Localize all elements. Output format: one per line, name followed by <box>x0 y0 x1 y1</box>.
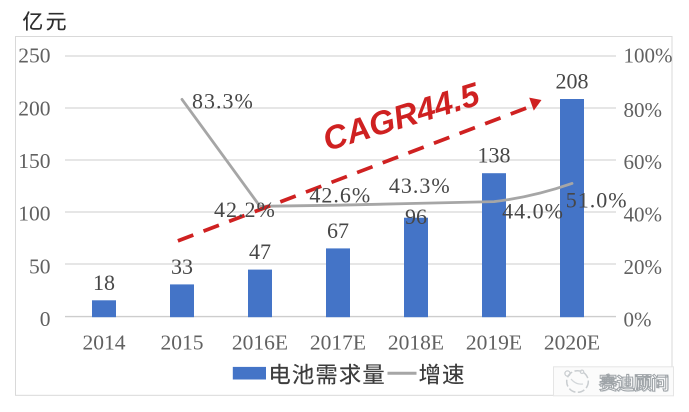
svg-text:2015: 2015 <box>161 330 204 354</box>
svg-text:83.3%: 83.3% <box>192 88 254 113</box>
svg-text:208: 208 <box>556 69 589 94</box>
svg-text:2019E: 2019E <box>466 330 522 354</box>
svg-text:100: 100 <box>18 202 50 226</box>
svg-text:67: 67 <box>327 218 349 243</box>
svg-text:150: 150 <box>18 149 50 173</box>
svg-text:138: 138 <box>478 143 511 168</box>
svg-text:43.3%: 43.3% <box>389 173 451 198</box>
svg-text:2018E: 2018E <box>388 330 444 354</box>
svg-text:42.2%: 42.2% <box>214 197 276 222</box>
svg-text:44.0%: 44.0% <box>502 199 564 224</box>
svg-text:18: 18 <box>93 270 115 295</box>
svg-text:33: 33 <box>171 254 193 279</box>
svg-text:250: 250 <box>18 44 50 68</box>
svg-text:47: 47 <box>249 239 271 264</box>
svg-text:96: 96 <box>405 204 427 229</box>
svg-text:0: 0 <box>40 307 51 331</box>
svg-text:80%: 80% <box>624 98 663 122</box>
svg-text:42.6%: 42.6% <box>309 182 371 207</box>
svg-text:2017E: 2017E <box>310 330 366 354</box>
svg-text:2014: 2014 <box>83 330 126 354</box>
svg-text:2020E: 2020E <box>544 330 600 354</box>
svg-text:51.0%: 51.0% <box>566 187 628 212</box>
svg-text:20%: 20% <box>624 255 663 279</box>
svg-text:2016E: 2016E <box>232 330 288 354</box>
svg-text:40%: 40% <box>624 203 663 227</box>
svg-text:0%: 0% <box>624 307 652 331</box>
svg-text:60%: 60% <box>624 150 663 174</box>
svg-text:50: 50 <box>29 254 51 278</box>
svg-text:100%: 100% <box>624 44 673 68</box>
svg-text:200: 200 <box>18 96 50 120</box>
